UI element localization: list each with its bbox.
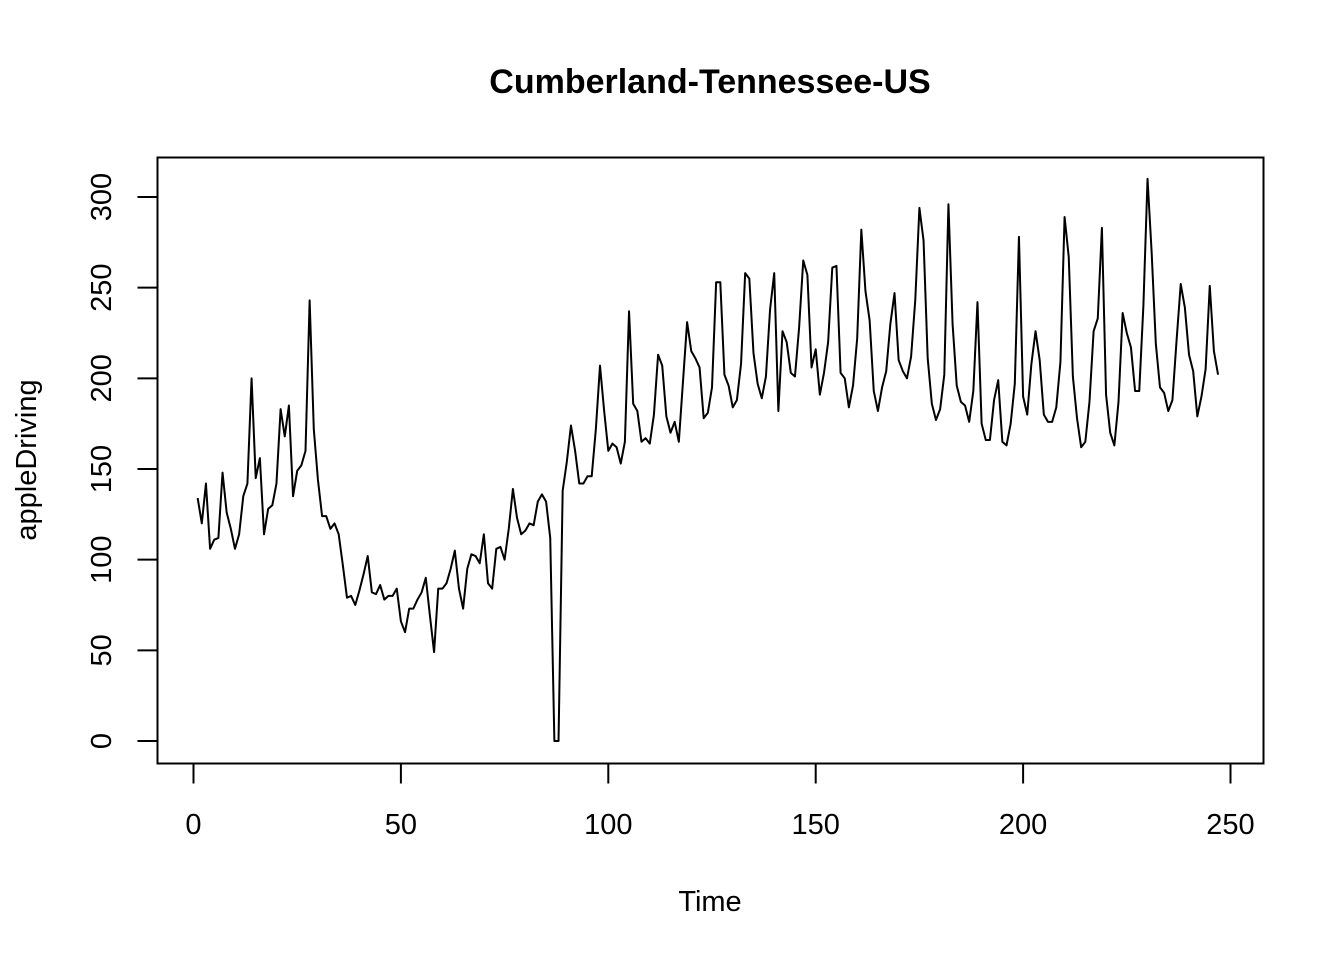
plot-frame: [156, 156, 1265, 765]
x-tick-label: 250: [1206, 809, 1254, 841]
series-line: [196, 177, 1220, 742]
x-axis-label: Time: [678, 886, 741, 918]
x-tick-label: 0: [185, 809, 201, 841]
y-tick-label: 50: [86, 634, 118, 666]
x-tick-label: 50: [385, 809, 417, 841]
y-tick-label: 200: [86, 354, 118, 402]
x-tick-label: 150: [792, 809, 840, 841]
x-tick-label: 100: [584, 809, 632, 841]
x-axis: 0 50 100 150 200 250: [185, 762, 1255, 841]
y-axis: 0 50 100 150 200 250 300: [86, 173, 159, 749]
y-tick-label: 250: [86, 263, 118, 311]
y-tick-label: 0: [86, 733, 118, 749]
x-tick-label: 200: [999, 809, 1047, 841]
y-tick-label: 300: [86, 173, 118, 221]
chart-title: Cumberland-Tennessee-US: [489, 63, 930, 101]
y-tick-label: 100: [86, 535, 118, 583]
y-tick-label: 150: [86, 445, 118, 493]
y-axis-label: appleDriving: [11, 379, 43, 540]
